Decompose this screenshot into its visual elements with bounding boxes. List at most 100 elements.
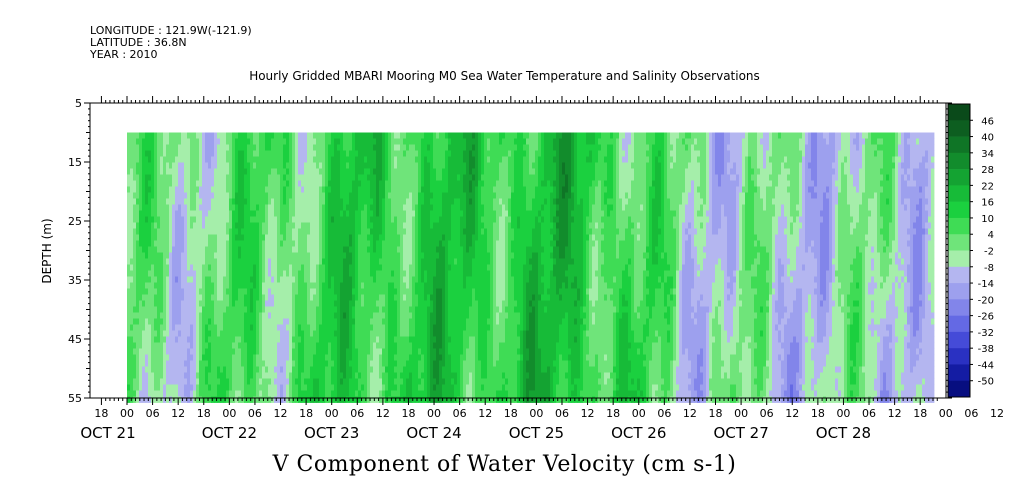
heatmap-cell <box>376 150 380 157</box>
heatmap-cell <box>400 228 404 235</box>
heatmap-cell <box>451 396 455 403</box>
heatmap-cell <box>130 264 134 271</box>
heatmap-cell <box>310 228 314 235</box>
heatmap-cell <box>280 360 284 367</box>
heatmap-cell <box>445 366 449 373</box>
heatmap-cell <box>292 204 296 211</box>
heatmap-cell <box>253 132 257 139</box>
heatmap-cell <box>313 282 317 289</box>
heatmap-cell <box>454 294 458 301</box>
heatmap-cell <box>208 204 212 211</box>
heatmap-cell <box>313 336 317 343</box>
heatmap-cell <box>433 192 437 199</box>
heatmap-cell <box>451 198 455 205</box>
heatmap-cell <box>127 354 131 361</box>
heatmap-cell <box>424 306 428 313</box>
heatmap-cell <box>325 186 329 193</box>
heatmap-cell <box>160 378 164 385</box>
heatmap-cell <box>295 228 299 235</box>
heatmap-cell <box>193 396 197 403</box>
heatmap-cell <box>310 246 314 253</box>
heatmap-cell <box>154 360 158 367</box>
heatmap-cell <box>277 294 281 301</box>
heatmap-cell <box>145 156 149 163</box>
heatmap-cell <box>238 246 242 253</box>
heatmap-cell <box>448 156 452 163</box>
heatmap-cell <box>244 294 248 301</box>
heatmap-cell <box>400 276 404 283</box>
heatmap-cell <box>235 384 239 391</box>
heatmap-cell <box>172 282 176 289</box>
heatmap-cell <box>223 198 227 205</box>
heatmap-cell <box>154 162 158 169</box>
heatmap-cell <box>295 234 299 241</box>
heatmap-cell <box>187 390 191 397</box>
heatmap-cell <box>316 300 320 307</box>
heatmap-cell <box>229 132 233 139</box>
heatmap-cell <box>211 198 215 205</box>
heatmap-cell <box>190 216 194 223</box>
heatmap-cell <box>328 330 332 337</box>
heatmap-cell <box>154 372 158 379</box>
heatmap-cell <box>409 342 413 349</box>
heatmap-cell <box>427 366 431 373</box>
heatmap-cell <box>313 288 317 295</box>
heatmap-cell <box>418 378 422 385</box>
heatmap-cell <box>202 174 206 181</box>
heatmap-cell <box>358 324 362 331</box>
heatmap-cell <box>154 174 158 181</box>
heatmap-cell <box>169 354 173 361</box>
heatmap-cell <box>157 390 161 397</box>
heatmap-cell <box>400 156 404 163</box>
heatmap-cell <box>418 222 422 229</box>
heatmap-cell <box>133 336 137 343</box>
heatmap-cell <box>367 366 371 373</box>
heatmap-cell <box>208 312 212 319</box>
heatmap-cell <box>367 372 371 379</box>
heatmap-cell <box>214 330 218 337</box>
heatmap-cell <box>355 270 359 277</box>
heatmap-cell <box>151 390 155 397</box>
heatmap-cell <box>301 186 305 193</box>
heatmap-cell <box>151 366 155 373</box>
heatmap-cell <box>283 264 287 271</box>
heatmap-cell <box>331 342 335 349</box>
heatmap-cell <box>436 330 440 337</box>
heatmap-cell <box>331 252 335 259</box>
heatmap-cell <box>235 234 239 241</box>
heatmap-cell <box>433 132 437 139</box>
heatmap-cell <box>199 264 203 271</box>
heatmap-cell <box>250 324 254 331</box>
heatmap-cell <box>127 324 131 331</box>
heatmap-cell <box>430 372 434 379</box>
heatmap-cell <box>190 258 194 265</box>
heatmap-cell <box>355 228 359 235</box>
heatmap-cell <box>235 324 239 331</box>
heatmap-cell <box>169 282 173 289</box>
heatmap-cell <box>421 240 425 247</box>
heatmap-cell <box>364 192 368 199</box>
heatmap-cell <box>379 192 383 199</box>
heatmap-cell <box>394 246 398 253</box>
heatmap-cell <box>262 186 266 193</box>
heatmap-cell <box>169 138 173 145</box>
heatmap-cell <box>418 168 422 175</box>
heatmap-cell <box>301 306 305 313</box>
heatmap-cell <box>322 288 326 295</box>
heatmap-cell <box>337 396 341 403</box>
heatmap-cell <box>337 132 341 139</box>
heatmap-cell <box>190 138 194 145</box>
heatmap-cell <box>244 312 248 319</box>
heatmap-cell <box>265 348 269 355</box>
heatmap-cell <box>445 318 449 325</box>
heatmap-cell <box>457 144 461 151</box>
heatmap-cell <box>376 132 380 139</box>
heatmap-cell <box>232 354 236 361</box>
heatmap-cell <box>280 366 284 373</box>
heatmap-cell <box>223 384 227 391</box>
heatmap-cell <box>388 162 392 169</box>
heatmap-cell <box>391 288 395 295</box>
heatmap-cell <box>385 216 389 223</box>
heatmap-cell <box>340 372 344 379</box>
heatmap-cell <box>187 294 191 301</box>
